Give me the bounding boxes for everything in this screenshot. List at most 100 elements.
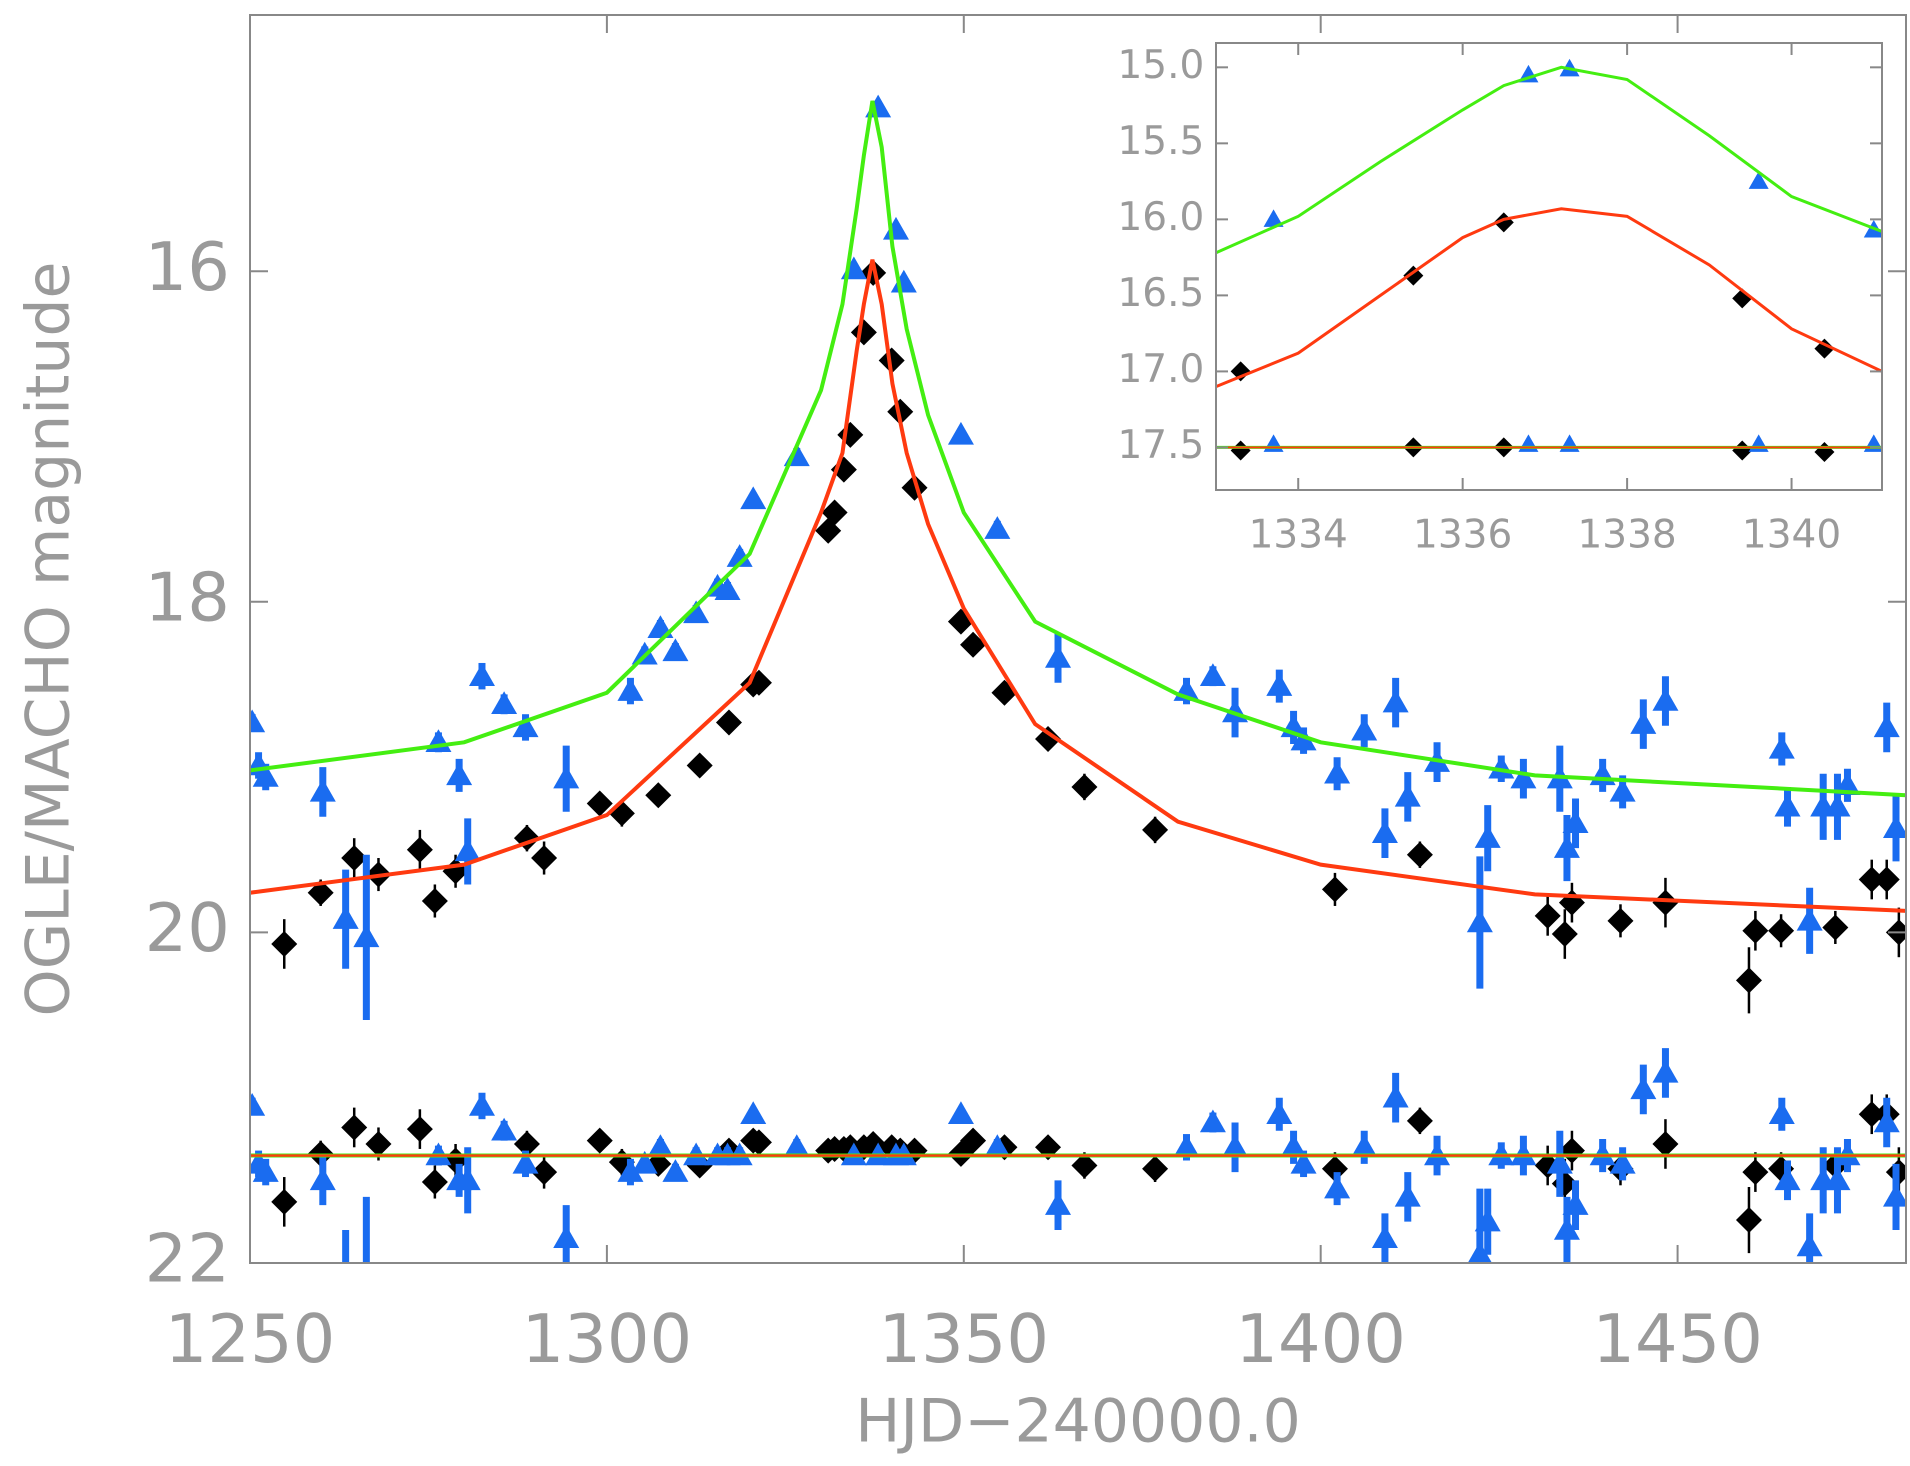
x-tick-label: 1336 — [1413, 512, 1512, 557]
data-point — [1035, 726, 1062, 753]
y-tick-label: 18 — [145, 558, 230, 636]
residual-point — [586, 1127, 613, 1154]
data-point — [1142, 816, 1169, 843]
residual-point — [353, 1267, 379, 1290]
data-point — [309, 778, 336, 802]
data-point — [1630, 711, 1657, 734]
residual-point — [1371, 1225, 1398, 1248]
x-tick-label: 1450 — [1592, 1300, 1763, 1378]
y-tick-label: 17.0 — [1117, 347, 1204, 392]
data-point — [960, 631, 987, 658]
plot-area — [250, 94, 1906, 1290]
residual-point — [1142, 1155, 1169, 1182]
data-point — [1796, 907, 1823, 931]
data-point — [686, 752, 713, 779]
data-point — [1351, 717, 1378, 741]
residual-point — [406, 1116, 433, 1143]
data-point — [1263, 209, 1284, 227]
data-point — [553, 765, 580, 789]
model-curve — [250, 259, 1906, 913]
residual-point — [1796, 1233, 1823, 1257]
residual-point — [1768, 1101, 1795, 1124]
residual-point — [454, 1167, 481, 1191]
data-point — [1824, 793, 1851, 817]
data-point — [421, 887, 448, 914]
y-tick-label: 17.5 — [1117, 423, 1204, 468]
data-point — [715, 709, 742, 736]
data-point — [1071, 773, 1098, 800]
residual-point — [252, 1159, 279, 1182]
residual-point — [333, 1267, 359, 1290]
plot-area — [1216, 58, 1882, 462]
data-point — [1266, 673, 1293, 696]
residual-point — [662, 1159, 689, 1182]
x-tick-label: 1350 — [879, 1300, 1050, 1378]
data-point — [332, 906, 359, 929]
plot-background — [1216, 43, 1882, 490]
residual-point — [468, 1092, 495, 1116]
x-tick-label: 1250 — [165, 1300, 336, 1378]
residual-point — [309, 1167, 336, 1191]
data-point — [1652, 889, 1679, 916]
data-point — [1551, 921, 1578, 948]
plot-frame — [249, 14, 1907, 1264]
residual-point — [1858, 1101, 1885, 1128]
residual-point — [745, 1129, 772, 1156]
data-point — [1774, 793, 1801, 817]
y-tick-label: 15.5 — [1117, 119, 1204, 164]
residual-point — [1382, 1084, 1409, 1108]
data-point — [1822, 914, 1849, 941]
data-point — [1394, 783, 1421, 807]
residual-point — [1324, 1175, 1351, 1199]
data-point — [454, 838, 481, 862]
residual-point — [1351, 1134, 1378, 1158]
residual-point — [1774, 1167, 1801, 1191]
data-point — [1735, 967, 1762, 994]
data-point — [631, 641, 658, 665]
residual-point — [421, 1169, 448, 1196]
residual-point — [1394, 1183, 1421, 1207]
y-tick-label: 16.5 — [1117, 271, 1204, 316]
residual-point — [783, 1134, 810, 1158]
residual-point — [1290, 1150, 1317, 1174]
y-tick-label: 16.0 — [1117, 195, 1204, 240]
residual-point — [1199, 1109, 1226, 1133]
x-tick-label: 1334 — [1249, 512, 1348, 557]
residual-point — [513, 1130, 540, 1157]
data-point — [531, 845, 558, 872]
data-point — [1534, 902, 1561, 929]
data-point — [726, 544, 753, 567]
residual-point — [1742, 1159, 1769, 1186]
y-tick-label: 20 — [145, 889, 230, 967]
residual-point — [1222, 1134, 1249, 1158]
data-point — [1768, 917, 1795, 944]
data-point — [683, 600, 710, 624]
residual-point — [1562, 1192, 1589, 1215]
data-point — [1290, 727, 1317, 751]
data-point — [1510, 765, 1537, 789]
residual-point — [617, 1159, 644, 1182]
residual-point — [1474, 1208, 1501, 1232]
x-tick-label: 1340 — [1742, 512, 1841, 557]
residual-point — [1266, 1101, 1293, 1124]
residual-point — [553, 1225, 580, 1248]
data-point — [1553, 835, 1580, 858]
data-point — [1230, 361, 1251, 382]
plot-frame — [1215, 42, 1883, 491]
data-point — [645, 782, 672, 809]
residual-point — [1071, 1152, 1098, 1179]
data-point — [1466, 909, 1493, 933]
model-curve — [1216, 65, 1882, 255]
data-point — [1324, 760, 1351, 784]
y-axis-title: OGLE/MACHO magnitude — [14, 262, 84, 1017]
residual-point — [1652, 1059, 1679, 1083]
x-tick-label: 1300 — [522, 1300, 693, 1378]
residual-point — [341, 1114, 368, 1141]
data-point — [1748, 171, 1769, 189]
residual-point — [1173, 1134, 1200, 1158]
residual-point — [647, 1134, 674, 1158]
data-point — [714, 577, 741, 600]
data-point — [1858, 866, 1885, 893]
